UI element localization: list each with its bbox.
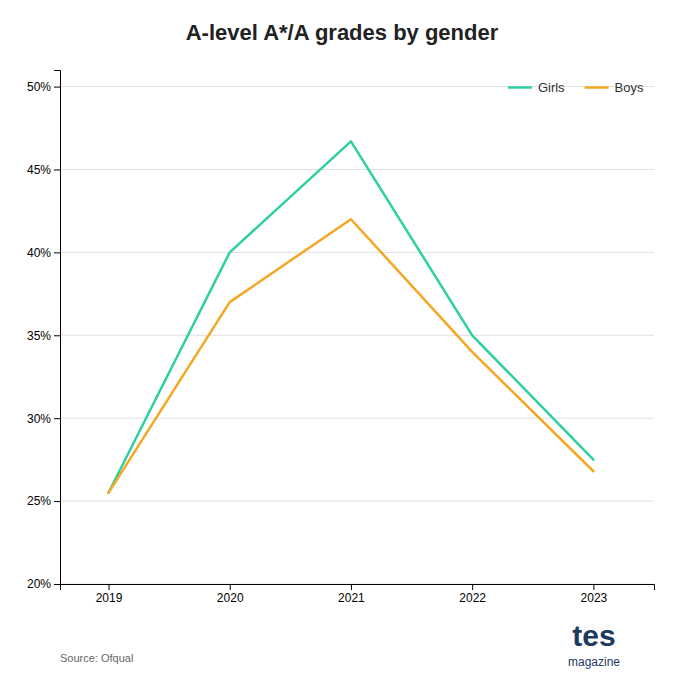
legend-item: Boys: [585, 80, 644, 95]
plot: 2019 2020 2021 2022 2023 20% 25% 30% 35% 40% 45% 50…: [27, 71, 655, 605]
tick-label: 2022: [459, 591, 486, 605]
y-tick: 20%: [27, 577, 60, 591]
tick-mark: [54, 252, 60, 253]
tick-mark: [108, 584, 109, 590]
x-axis: 2019 2020 2021 2022 2023: [61, 584, 655, 605]
legend: Girls Boys: [508, 80, 644, 95]
legend-swatch: [585, 86, 609, 89]
y-tick: 50%: [27, 80, 60, 94]
y-tick: 40%: [27, 246, 60, 260]
logo-text: tes: [572, 619, 615, 652]
legend-label: Boys: [615, 80, 644, 95]
x-tick: 2020: [217, 584, 244, 605]
y-tick: 25%: [27, 494, 60, 508]
tick-mark: [593, 584, 594, 590]
y-tick: 30%: [27, 412, 60, 426]
grid-line: [60, 86, 654, 87]
y-tick: 35%: [27, 329, 60, 343]
grid-line: [60, 252, 654, 253]
grid: [60, 87, 654, 584]
tick-label: 2023: [581, 591, 608, 605]
tick-label: 2019: [96, 591, 123, 605]
series-line: [108, 219, 593, 493]
tick-label: 20%: [27, 577, 51, 591]
axis-line: [54, 71, 61, 585]
tick-mark: [472, 584, 473, 590]
y-tick: 45%: [27, 163, 60, 177]
tick-mark: [54, 169, 60, 170]
tick-label: 25%: [27, 494, 51, 508]
x-tick: 2022: [459, 584, 486, 605]
tick-mark: [54, 584, 60, 585]
x-tick: 2019: [96, 584, 123, 605]
tick-mark: [54, 418, 60, 419]
x-tick: 2021: [338, 584, 365, 605]
tick-mark: [54, 501, 60, 502]
title: A-level A*/A grades by gender: [186, 20, 499, 45]
lines: [108, 141, 593, 493]
tick-label: 30%: [27, 412, 51, 426]
legend-label: Girls: [538, 80, 565, 95]
grid-line: [60, 418, 654, 419]
tick-label: 35%: [27, 329, 51, 343]
axis-line: [61, 585, 655, 591]
source-note: Source: Ofqual: [60, 652, 133, 664]
tick-label: 40%: [27, 246, 51, 260]
logo-subtext: magazine: [568, 655, 620, 669]
grid-line: [60, 335, 654, 336]
grid-line: [60, 501, 654, 502]
y-axis: 20% 25% 30% 35% 40% 45% 50%: [27, 71, 61, 592]
tick-label: 2020: [217, 591, 244, 605]
tick-mark: [54, 87, 60, 88]
tick-label: 2021: [338, 591, 365, 605]
legend-item: Girls: [508, 80, 565, 95]
grid-line: [60, 169, 654, 170]
tick-mark: [230, 584, 231, 590]
chart: A-level A*/A grades by gender 2019 2020 202…: [0, 0, 684, 684]
tick-mark: [351, 584, 352, 590]
tick-label: 50%: [27, 80, 51, 94]
tick-mark: [54, 335, 60, 336]
series-line: [108, 141, 593, 493]
legend-swatch: [508, 86, 532, 89]
tick-label: 45%: [27, 163, 51, 177]
x-tick: 2023: [581, 584, 608, 605]
